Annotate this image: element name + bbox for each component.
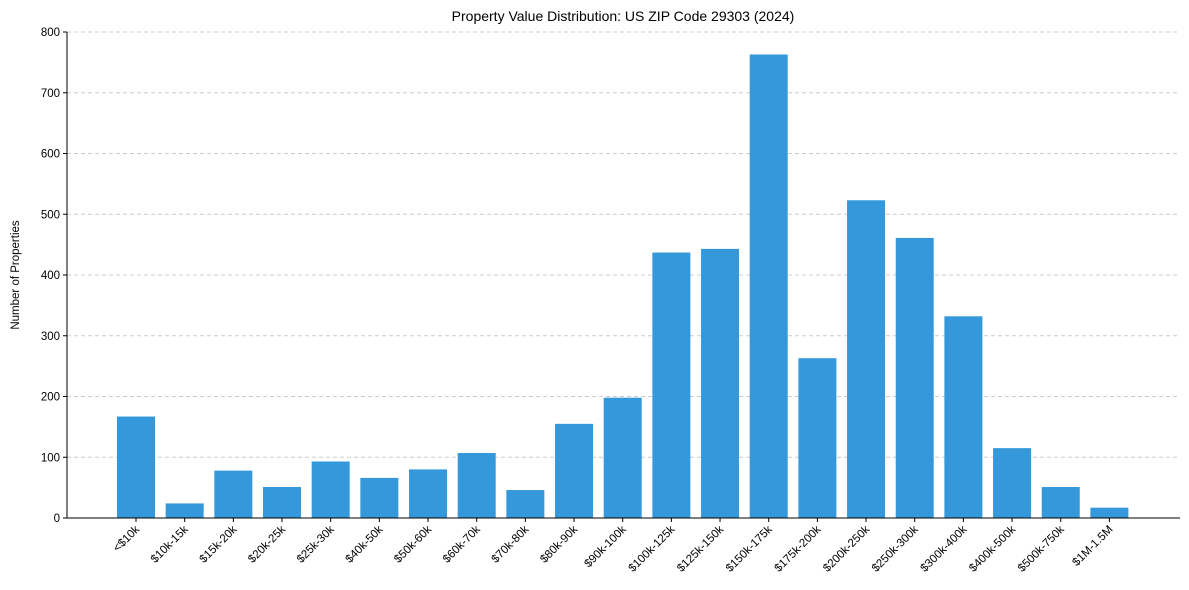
bar — [798, 358, 837, 518]
y-tick-label: 600 — [41, 149, 60, 161]
x-tick-label: $125k-150k — [675, 523, 726, 574]
x-tick-label: $500k-750k — [1016, 523, 1067, 574]
bar — [263, 487, 302, 518]
x-tick-label: $50k-60k — [392, 523, 434, 565]
bar — [847, 200, 886, 518]
x-tick-label: $1M-1.5M — [1070, 524, 1115, 569]
y-tick-label: 400 — [41, 270, 60, 282]
x-tick-label: $250k-300k — [870, 523, 921, 574]
bar — [1041, 487, 1080, 518]
x-tick-label: $90k-100k — [582, 523, 629, 570]
y-tick-label: 700 — [41, 88, 60, 100]
bar — [701, 248, 740, 518]
bar — [603, 397, 642, 518]
x-tick-label: $300k-400k — [919, 523, 970, 574]
bar — [993, 448, 1032, 518]
x-tick-label: $60k-70k — [441, 523, 483, 565]
bar — [1090, 507, 1129, 518]
y-axis-label: Number of Properties — [10, 220, 22, 330]
bar — [749, 54, 788, 518]
bar — [214, 470, 253, 518]
y-tick-label: 200 — [41, 392, 60, 404]
bars — [117, 54, 1129, 518]
x-tick-label: $20k-25k — [246, 523, 288, 565]
y-tick-label: 0 — [54, 513, 60, 525]
x-tick-label: $400k-500k — [967, 523, 1018, 574]
bar — [652, 252, 691, 518]
grid-lines — [67, 31, 1180, 458]
bar — [360, 477, 399, 518]
x-tick-label: $150k-175k — [724, 523, 775, 574]
bar — [506, 490, 545, 518]
bar — [409, 469, 448, 518]
bar — [311, 461, 350, 518]
y-tick-label: 100 — [41, 452, 60, 464]
y-tick-label: 300 — [41, 331, 60, 343]
bar — [895, 237, 934, 518]
bar — [117, 416, 155, 518]
x-tick-label: $70k-80k — [490, 523, 532, 565]
x-tick-label: $10k-15k — [149, 523, 191, 565]
y-tick-label: 500 — [41, 209, 60, 221]
x-tick-label: $80k-90k — [538, 523, 580, 565]
x-tick-label: <$10k — [111, 523, 142, 554]
bar — [165, 503, 204, 518]
bar — [457, 452, 496, 518]
x-tick-label: $175k-200k — [773, 523, 824, 574]
y-tick-label: 800 — [41, 27, 60, 39]
bar — [944, 316, 983, 518]
chart-title: Property Value Distribution: US ZIP Code… — [452, 8, 795, 24]
y-axis-ticks: 0 100 200 300 400 500 600 700 800 — [41, 27, 67, 525]
x-axis-ticks: <$10k $10k-15k $15k-20k $20k-25k $25k-30k $40… — [111, 518, 1116, 575]
bar — [555, 423, 594, 518]
x-tick-label: $25k-30k — [295, 523, 337, 565]
x-tick-label: $200k-250k — [821, 523, 872, 574]
x-tick-label: $15k-20k — [198, 523, 240, 565]
x-tick-label: $40k-50k — [344, 523, 386, 565]
x-tick-label: $100k-125k — [627, 523, 678, 574]
